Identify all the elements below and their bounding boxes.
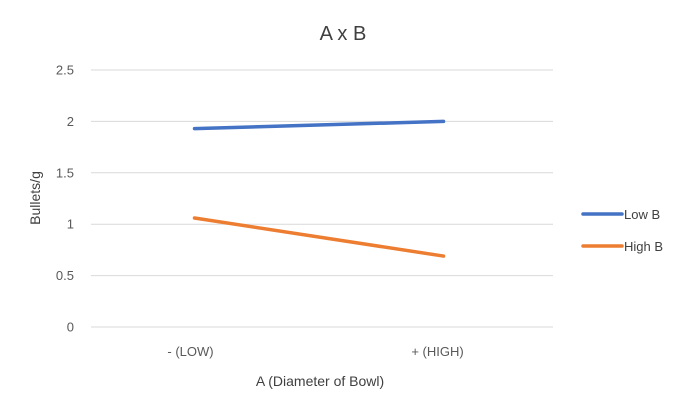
y-tick-label: 2 (67, 114, 74, 129)
y-axis-label: Bullets/g (27, 171, 43, 225)
y-tick-label: 0 (67, 320, 74, 335)
y-tick-label: 0.5 (56, 268, 74, 283)
x-tick-label: + (HIGH) (411, 344, 463, 359)
y-tick-label: 2.5 (56, 63, 74, 78)
gridlines (91, 69, 553, 328)
legend-label: Low B (624, 207, 660, 222)
y-tick-label: 1 (67, 217, 74, 232)
series-line-0 (192, 119, 446, 131)
y-tick-label: 1.5 (56, 165, 74, 180)
series-lines (192, 119, 446, 258)
legend: Low B High B (581, 207, 663, 254)
legend-label: High B (624, 239, 663, 254)
x-tick-label: - (LOW) (167, 344, 213, 359)
x-axis-label: A (Diameter of Bowl) (256, 373, 384, 389)
y-tick-labels: 0 0.5 1 1.5 2 2.5 (56, 63, 74, 335)
series-line-1 (192, 216, 446, 258)
x-tick-labels: - (LOW) + (HIGH) (167, 344, 463, 359)
chart-title: A x B (320, 23, 367, 45)
